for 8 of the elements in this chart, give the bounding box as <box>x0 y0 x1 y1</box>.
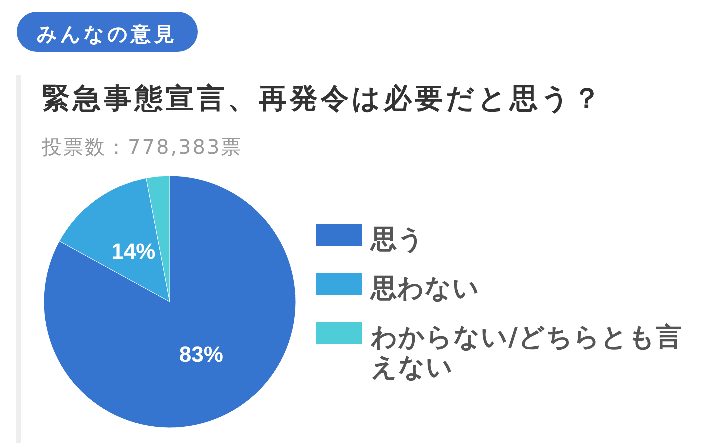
data-label: 14% <box>112 239 156 264</box>
chart-subtitle: 投票数：778,383票 <box>41 135 243 159</box>
chart-title: 緊急事態宣言、再発令は必要だと思う？ <box>42 82 604 115</box>
data-label: 83% <box>179 342 224 368</box>
text: みんなの意見 <box>37 22 178 46</box>
legend-label: わからない/どちらとも言えない <box>370 323 682 383</box>
legend-label: 思う <box>370 225 425 255</box>
legend-label: 思わない <box>370 274 480 304</box>
